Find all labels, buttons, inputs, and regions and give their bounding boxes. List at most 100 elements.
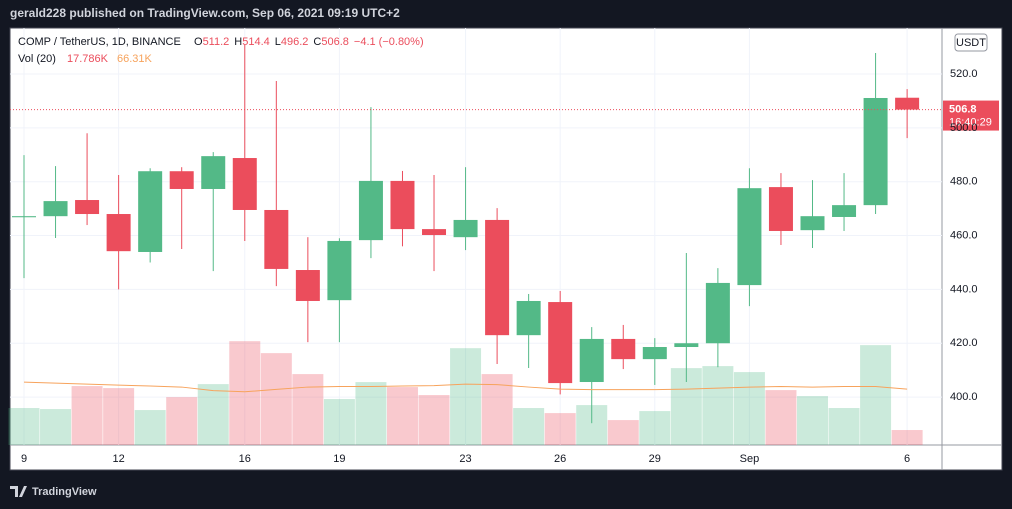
volume-bar	[323, 399, 355, 445]
volume-bar	[828, 408, 860, 445]
x-tick-label: 16	[239, 453, 251, 465]
countdown: 16:40:29	[949, 116, 992, 128]
x-tick-label: Sep	[740, 453, 760, 465]
candle-body	[358, 180, 383, 241]
volume-bar	[797, 396, 828, 445]
last-price-label: 506.8	[949, 103, 977, 115]
x-tick-label: 6	[904, 453, 910, 465]
volume-bar	[544, 413, 576, 445]
volume-bar	[8, 408, 40, 445]
candle-body	[516, 300, 541, 336]
candle-body	[768, 187, 793, 231]
candle-body	[800, 216, 825, 231]
candle-body	[201, 156, 226, 189]
volume-bar	[229, 341, 261, 445]
logo-mark	[10, 486, 27, 497]
candle-body	[295, 270, 320, 301]
candle-body	[390, 180, 415, 230]
y-tick-label: 400.0	[950, 391, 978, 403]
candle-body	[611, 338, 636, 360]
ohlc-legend: O511.2 H514.4 L496.2 C506.8 −4.1 (−0.80%)	[194, 36, 424, 48]
volume-name: Vol (20)	[18, 53, 56, 65]
y-tick-label: 460.0	[950, 229, 978, 241]
volume-bar	[40, 409, 72, 445]
y-tick-label: 500.0	[950, 122, 978, 134]
candle-body	[453, 219, 478, 238]
y-tick-label: 520.0	[950, 68, 978, 80]
symbol: COMP / TetherUS, 1D, BINANCE	[18, 36, 181, 48]
candle-body	[832, 205, 857, 217]
x-tick-label: 19	[333, 453, 345, 465]
legend-value: 514.4	[242, 36, 270, 48]
volume-bar	[103, 388, 135, 445]
candle-body	[106, 214, 131, 252]
volume-bar	[513, 408, 545, 445]
volume-bar	[639, 411, 671, 445]
currency-box[interactable]	[954, 33, 988, 52]
candles	[12, 44, 920, 424]
x-tick-label: 12	[112, 453, 124, 465]
y-tick-label: 480.0	[950, 176, 978, 188]
x-tick-label: 23	[459, 453, 471, 465]
candle-body	[43, 201, 68, 217]
candle-body	[169, 171, 194, 189]
volume-bar	[891, 430, 923, 445]
volume-bar	[765, 390, 797, 445]
candle-body	[75, 200, 100, 215]
legend-value: 511.2	[203, 36, 230, 48]
volume-bar	[166, 397, 198, 445]
candle-body	[485, 219, 510, 336]
volume-ma-line	[23, 381, 908, 393]
legend-change: −4.1 (−0.80%)	[354, 36, 424, 48]
legend-key: H	[234, 36, 242, 48]
legend-value: 506.8	[321, 36, 349, 48]
volume-bar	[355, 382, 387, 445]
volume-bar	[418, 395, 450, 445]
volume-value: 17.786K	[67, 53, 109, 65]
legend-key: L	[275, 36, 281, 48]
candle-body	[895, 97, 920, 110]
candle-body	[264, 209, 289, 269]
volume-bar	[860, 345, 892, 445]
volume-bar	[134, 410, 166, 445]
volume-bar	[702, 366, 734, 445]
candle-body	[548, 302, 573, 384]
volume-bar	[260, 353, 292, 445]
volume-ma-value: 66.31K	[117, 53, 153, 65]
candle-body	[422, 229, 447, 236]
volume-pane	[8, 341, 923, 445]
x-tick-label: 26	[554, 453, 566, 465]
footer-brand: TradingView	[32, 486, 97, 498]
legend-key: C	[313, 36, 321, 48]
volume-bar	[197, 384, 229, 445]
candle-body	[232, 158, 257, 210]
candle-body	[674, 343, 699, 348]
legend-value: 496.2	[281, 36, 309, 48]
candle-body	[327, 240, 352, 301]
publish-header: gerald228 published on TradingView.com, …	[10, 6, 400, 20]
volume-bar	[292, 374, 324, 445]
candle-body	[642, 347, 667, 360]
overlay: 506.816:40:29	[10, 100, 999, 393]
candle-body	[579, 338, 604, 383]
x-tick-label: 29	[649, 453, 661, 465]
y-tick-label: 440.0	[950, 283, 978, 295]
y-tick-label: 420.0	[950, 337, 978, 349]
candle-body	[737, 188, 762, 286]
volume-bar	[733, 372, 765, 445]
x-tick-label: 9	[21, 453, 27, 465]
candle-body	[12, 216, 36, 218]
legend-key: O	[194, 36, 203, 48]
candle-body	[705, 282, 730, 344]
volume-bar	[386, 387, 418, 445]
volume-bar	[71, 386, 103, 445]
volume-bar	[450, 348, 482, 445]
candle-body	[138, 171, 163, 252]
candle-body	[863, 97, 888, 206]
volume-bar	[607, 420, 639, 445]
last-price-box	[943, 100, 999, 131]
currency: USDT	[956, 37, 986, 49]
logo: TradingView	[10, 486, 97, 498]
